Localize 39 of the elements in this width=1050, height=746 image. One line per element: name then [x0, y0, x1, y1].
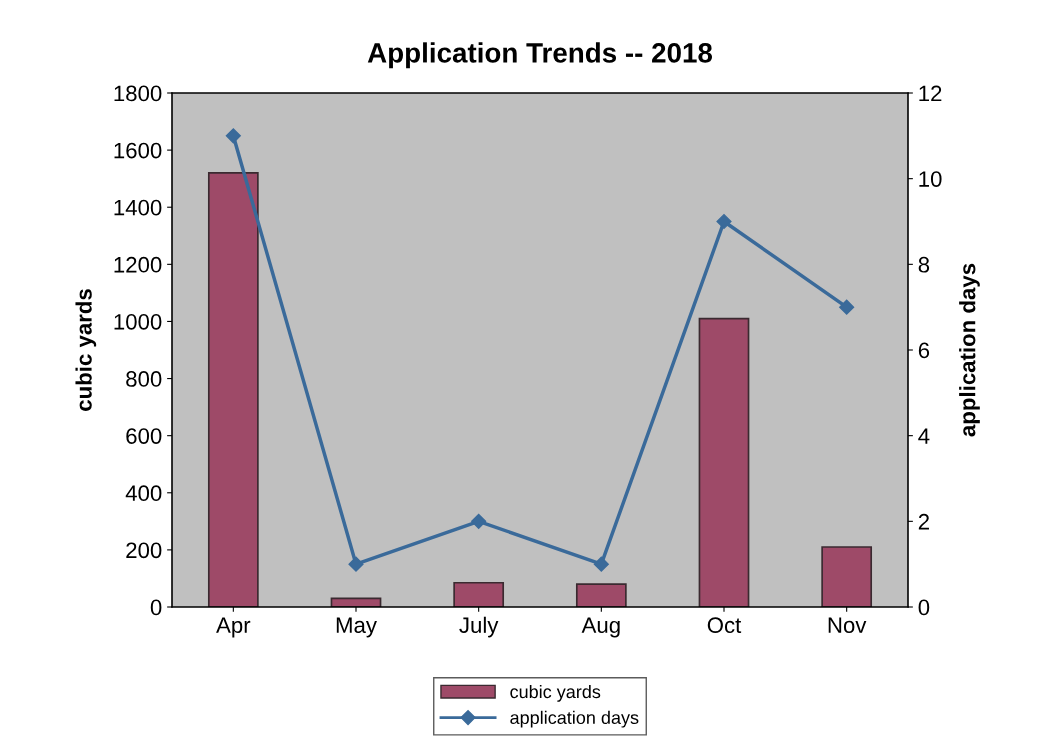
bar [698, 317, 750, 607]
y-tick-label: 1400 [114, 199, 162, 216]
bar [575, 583, 627, 607]
bar [207, 172, 259, 607]
y-tick-label: 0 [150, 599, 162, 616]
point [471, 513, 487, 529]
y-axis-title: cubic yards [75, 289, 97, 411]
x-tick-label: May [336, 617, 377, 638]
bar [821, 546, 873, 607]
chart-title: Application Trends -- 2018 [367, 42, 713, 69]
y-tick-label: 1600 [114, 142, 162, 159]
legend-label: application days [510, 710, 639, 728]
y-tick-label: 1200 [114, 256, 162, 273]
x-tick-label: Apr [216, 617, 251, 638]
point [716, 213, 732, 230]
x-tick-label: Oct [707, 617, 742, 634]
y2-tick-label: 4 [918, 428, 930, 444]
y2-tick-label: 10 [919, 171, 942, 187]
y-tick-label: 1000 [114, 313, 162, 330]
point [225, 128, 241, 144]
point [839, 299, 855, 315]
bar [453, 581, 505, 607]
point [348, 556, 364, 572]
y2-tick-label: 6 [918, 342, 930, 359]
y-tick-label: 400 [125, 485, 162, 502]
y2-tick-label: 12 [919, 85, 942, 102]
y-tick-label: 1800 [114, 85, 162, 102]
legend-label: cubic yards [510, 684, 601, 702]
y2-axis-title: application days [959, 263, 980, 437]
y2-tick-label: 8 [918, 256, 930, 273]
y-tick-label: 800 [126, 371, 162, 387]
y2-tick-label: 0 [918, 599, 930, 616]
x-tick-label: Aug [581, 617, 620, 638]
x-tick-label: July [459, 616, 499, 638]
y2-tick-label: 2 [918, 513, 929, 530]
y-tick-label: 200 [126, 542, 162, 559]
y-tick-label: 600 [126, 428, 162, 444]
point [593, 556, 609, 572]
x-tick-label: Nov [828, 617, 867, 634]
